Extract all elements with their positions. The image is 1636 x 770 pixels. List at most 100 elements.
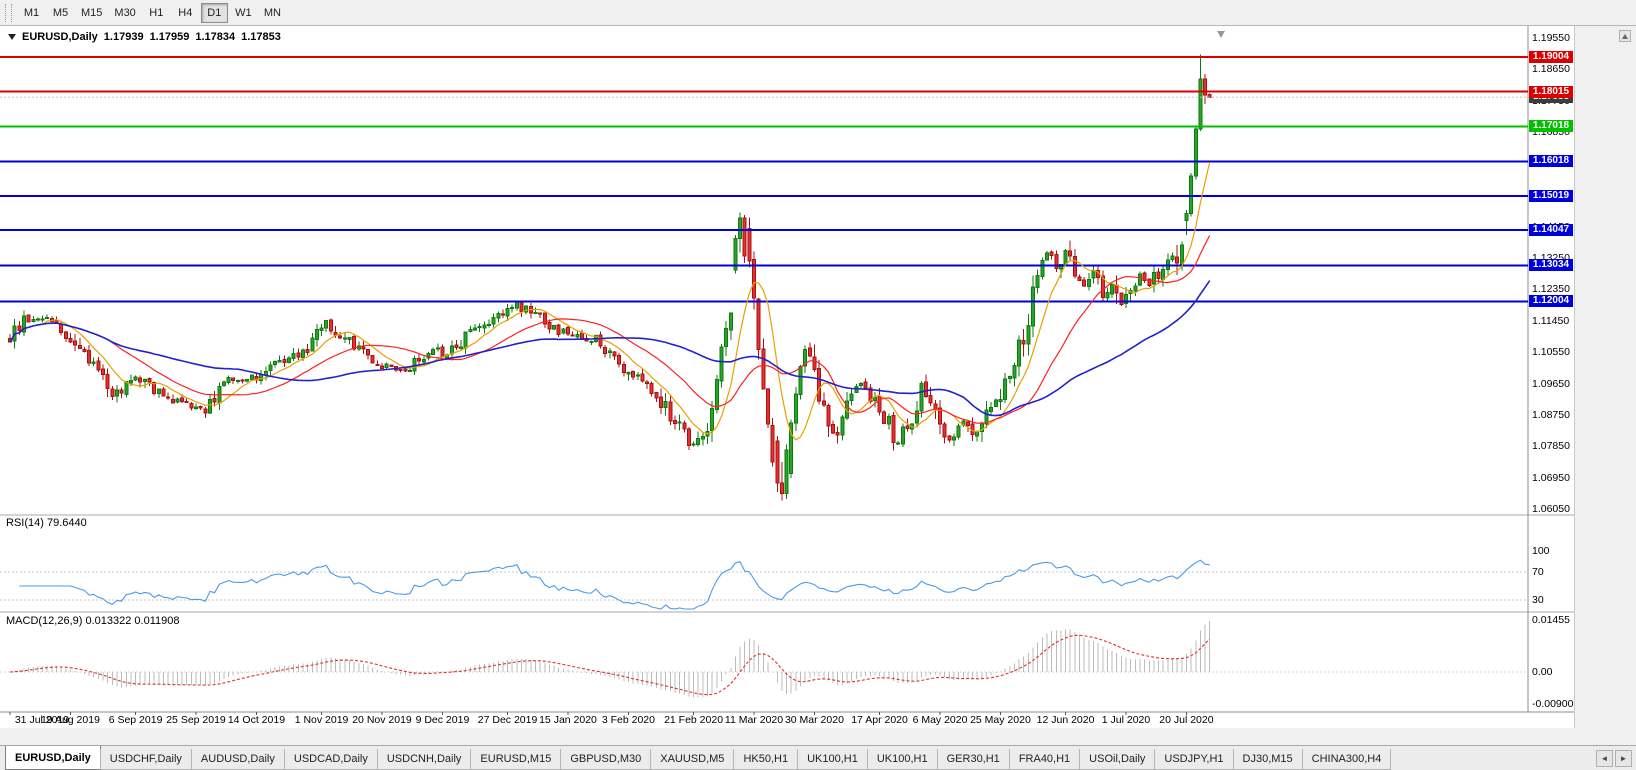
price-tick: 1.07850: [1532, 440, 1570, 453]
tabs-scroll-left-button[interactable]: ◄: [1596, 750, 1613, 767]
macd-signal-line: [9, 634, 1211, 696]
one-click-trading-icon[interactable]: [8, 34, 16, 40]
timeframe-button-M5[interactable]: M5: [52, 6, 69, 19]
chart-tab-FRA40-H1[interactable]: FRA40,H1: [1008, 749, 1081, 770]
rsi-scale-label: 30: [1532, 594, 1544, 606]
timeframe-button-M15[interactable]: M15: [81, 6, 103, 19]
chart-title: EURUSD,Daily 1.17939 1.17959 1.17834 1.1…: [8, 31, 281, 43]
ohlc-close-value: 1.17853: [241, 31, 281, 43]
bear-candle-wicks: [9, 74, 1211, 501]
chart-shift-icon[interactable]: [1217, 31, 1225, 38]
date-label: 31 Jul 2019: [14, 714, 70, 726]
price-level-badge: 1.12004: [1529, 295, 1573, 308]
macd-scale-label: 0.01455: [1532, 613, 1570, 626]
timeframe-button-W1[interactable]: W1: [235, 6, 252, 19]
rsi-scale-label: 100: [1532, 545, 1550, 557]
chart-tab-USDCHF-Daily[interactable]: USDCHF,Daily: [99, 749, 192, 770]
price-level-badge: 1.13034: [1529, 259, 1573, 272]
chart-tabs-list: EURUSD,Daily USDCHF,Daily AUDUSD,Daily USDC…: [0, 746, 1592, 770]
date-tick-marks: [9, 712, 1187, 715]
timeframe-button-M30[interactable]: M30: [114, 6, 136, 19]
ohlc-low-value: 1.17834: [195, 31, 236, 43]
date-label: 1 Nov 2019: [294, 714, 349, 726]
chart-symbol-label: EURUSD,Daily: [22, 31, 98, 43]
date-label: 6 May 2020: [912, 714, 968, 726]
macd-indicator-label: MACD(12,26,9) 0.013322 0.011908: [6, 615, 180, 627]
price-tick: 1.10550: [1532, 346, 1570, 359]
chart-tab-EURUSD-Daily[interactable]: EURUSD,Daily: [5, 746, 101, 770]
price-tick: 1.09650: [1532, 377, 1570, 390]
rsi-line: [19, 559, 1210, 610]
date-label: 3 Feb 2020: [601, 714, 655, 726]
chart-tab-HK50-H1[interactable]: HK50,H1: [733, 749, 799, 770]
price-level-badge: 1.19004: [1529, 51, 1573, 64]
macd-histogram: [14, 620, 1211, 698]
price-tick: 1.06050: [1532, 503, 1570, 516]
chart-window[interactable]: EURUSD,Daily 1.17939 1.17959 1.17834 1.1…: [0, 26, 1574, 728]
price-tick: 1.13250: [1532, 251, 1570, 264]
chart-tab-USDCAD-Daily[interactable]: USDCAD,Daily: [283, 749, 378, 770]
ohlc-open-value: 1.17939: [103, 31, 144, 43]
macd-scale-label: 0.00: [1532, 666, 1553, 678]
timeframe-button-D1[interactable]: D1: [200, 2, 228, 23]
timeframe-button-MN[interactable]: MN: [263, 6, 281, 19]
tab-scroll-controls: ◄ ►: [1592, 750, 1636, 770]
chart-tab-EURUSD-M15[interactable]: EURUSD,M15: [470, 749, 562, 770]
price-level-badge: 1.15019: [1529, 190, 1573, 203]
chart-tab-GER30-H1[interactable]: GER30,H1: [936, 749, 1010, 770]
price-tick: 1.18650: [1532, 63, 1570, 76]
chart-tab-CHINA300-H4[interactable]: CHINA300,H4: [1301, 749, 1392, 770]
date-label: 14 Oct 2019: [227, 714, 286, 726]
moving-average-line-8: [9, 162, 1211, 441]
price-tick: 1.19550: [1532, 32, 1570, 45]
date-label: 27 Dec 2019: [477, 714, 538, 726]
date-label: 6 Sep 2019: [108, 714, 163, 726]
price-tick: 1.11450: [1532, 314, 1570, 327]
chart-tab-USOil-Daily[interactable]: USOil,Daily: [1079, 749, 1156, 770]
date-label: 11 Mar 2020: [724, 714, 784, 726]
chart-tab-USDCNH-Daily[interactable]: USDCNH,Daily: [376, 749, 472, 770]
chart-tab-bar: EURUSD,Daily USDCHF,Daily AUDUSD,Daily USDC…: [0, 745, 1636, 770]
scroll-up-button[interactable]: [1619, 30, 1631, 42]
chart-tab-UK100-H1[interactable]: UK100,H1: [866, 749, 938, 770]
bear-candle-bodies: [8, 78, 1212, 494]
ohlc-high-value: 1.17959: [149, 31, 190, 43]
date-label: 25 May 2020: [970, 714, 1031, 726]
chart-tab-GBPUSD-M30[interactable]: GBPUSD,M30: [560, 749, 652, 770]
date-label: 15 Jan 2020: [539, 714, 597, 726]
moving-average-line-50: [9, 280, 1211, 417]
chart-tab-XAUUSD-M5[interactable]: XAUUSD,M5: [650, 749, 735, 770]
triangle-up-icon: [1622, 33, 1628, 39]
price-level-badge: 1.16018: [1529, 155, 1573, 168]
toolbar-grip-handle[interactable]: [5, 3, 12, 22]
date-label: 9 Dec 2019: [415, 714, 470, 726]
timeframe-button-H4[interactable]: H4: [178, 6, 193, 19]
right-gutter: [1574, 26, 1636, 728]
date-label: 30 Mar 2020: [784, 714, 844, 726]
price-level-badge: 1.14047: [1529, 224, 1573, 237]
timeframe-toolbar: M1 M5 M15 M30 H1 H4 D1 W1 MN: [0, 0, 1636, 26]
price-tick: 1.06950: [1532, 471, 1570, 484]
price-chart-canvas[interactable]: [0, 26, 1574, 728]
chart-tab-UK100-H1[interactable]: UK100,H1: [797, 749, 868, 770]
date-label: 12 Jun 2020: [1036, 714, 1095, 726]
rsi-scale-label: 70: [1532, 566, 1544, 578]
date-label: 25 Sep 2019: [166, 714, 226, 726]
bull-candle-wicks: [14, 54, 1201, 499]
date-label: 19 Aug 2019: [40, 714, 100, 726]
price-tick: 1.12350: [1532, 283, 1570, 296]
date-label: 17 Apr 2020: [851, 714, 908, 726]
date-label: 21 Feb 2020: [664, 714, 724, 726]
timeframe-button-H1[interactable]: H1: [149, 6, 164, 19]
tabs-scroll-right-button[interactable]: ►: [1615, 750, 1632, 767]
date-label: 1 Jul 2020: [1101, 714, 1151, 726]
chart-tab-AUDUSD-Daily[interactable]: AUDUSD,Daily: [190, 749, 285, 770]
chart-tab-DJ30-M15[interactable]: DJ30,M15: [1232, 749, 1303, 770]
timeframe-button-M1[interactable]: M1: [23, 6, 40, 19]
price-level-badge: 1.18015: [1529, 85, 1573, 98]
bull-candle-bodies: [12, 78, 1203, 494]
chart-tab-USDJPY-H1[interactable]: USDJPY,H1: [1154, 749, 1234, 770]
timeframe-buttons: M1 M5 M15 M30 H1 H4 D1 W1 MN: [17, 2, 287, 23]
bottom-gutter: [0, 728, 1636, 745]
date-label: 20 Nov 2019: [352, 714, 412, 726]
